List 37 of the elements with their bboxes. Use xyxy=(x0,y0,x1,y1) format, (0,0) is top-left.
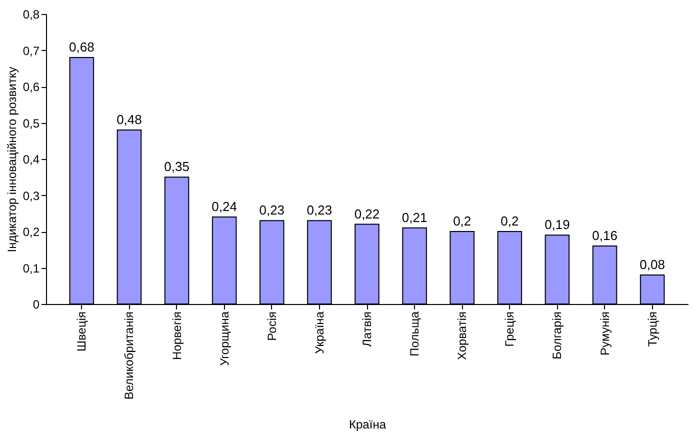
y-tick-label: 0,2 xyxy=(22,225,40,239)
x-tick-label: Болгарія xyxy=(550,312,564,360)
x-tick-label: Латвія xyxy=(360,312,374,347)
data-label: 0,24 xyxy=(212,199,237,214)
data-label: 0,23 xyxy=(306,202,332,218)
x-tick-label: Норвегія xyxy=(170,312,184,360)
y-tick-label: 0,5 xyxy=(22,116,40,130)
x-tick-label: Швеція xyxy=(74,312,89,352)
data-label: 0,2 xyxy=(500,214,519,228)
x-tick-label: Греція xyxy=(502,312,517,347)
y-tick-label: 0,7 xyxy=(22,44,40,58)
y-tick-label: 0,3 xyxy=(22,188,40,203)
x-tick-label: Хорватія xyxy=(455,312,470,360)
y-tick-label: 0,4 xyxy=(22,152,40,166)
y-axis-title: Індикатор інноваційного розвитку xyxy=(4,66,19,252)
y-tick-label: 0,1 xyxy=(22,261,40,276)
x-tick-label: Турція xyxy=(645,312,660,347)
y-tick-label: 0,6 xyxy=(22,80,40,94)
x-tick-label: Польща xyxy=(408,311,422,356)
data-label: 0,16 xyxy=(592,228,618,243)
data-label: 0,23 xyxy=(259,202,285,218)
data-label: 0,08 xyxy=(640,257,665,272)
data-label: 0,48 xyxy=(116,112,142,127)
y-tick-label: 0,8 xyxy=(22,8,40,22)
data-label: 0,22 xyxy=(354,206,380,222)
data-label: 0,2 xyxy=(453,214,472,228)
x-tick-label: Угорщина xyxy=(217,311,232,366)
x-tick-label: Румунія xyxy=(598,312,612,356)
x-axis-title: Країна xyxy=(349,418,386,432)
data-label: 0,19 xyxy=(544,217,570,232)
y-tick-label: 0 xyxy=(32,298,40,312)
x-tick-label: Росія xyxy=(264,312,279,341)
x-tick-label: Великобританія xyxy=(122,312,136,400)
data-label: 0,68 xyxy=(69,40,94,54)
x-tick-label: Україна xyxy=(312,311,326,354)
data-label: 0,21 xyxy=(402,210,428,225)
data-label: 0,35 xyxy=(164,159,190,174)
